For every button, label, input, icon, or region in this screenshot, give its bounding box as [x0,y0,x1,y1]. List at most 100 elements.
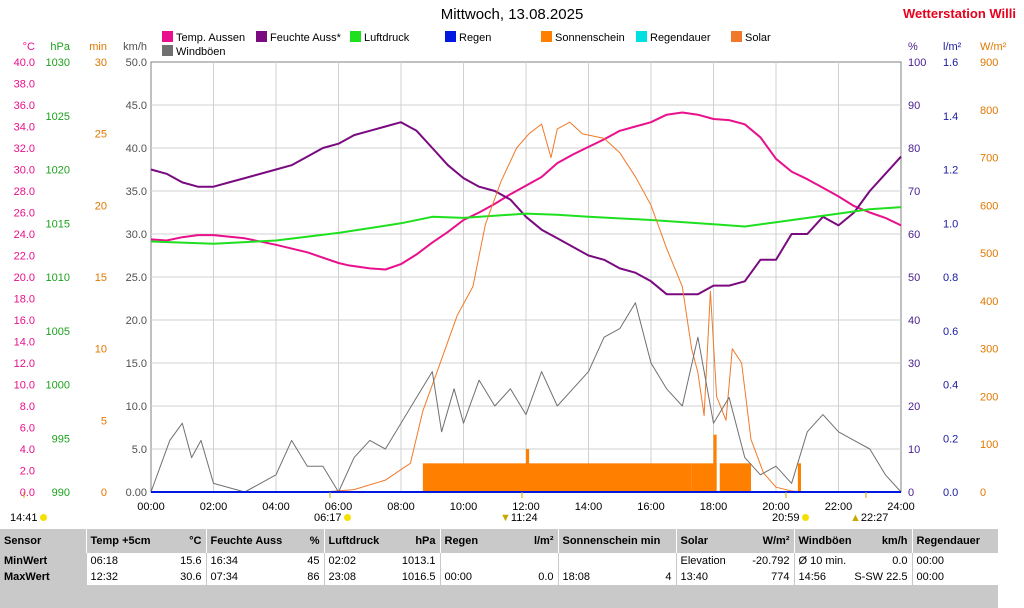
series-line-windb-en [150,302,902,493]
axis-tick-label: 20 [95,200,107,212]
table-row: MinWert 06:18 15.6 16:34 45 02:02 1013.1 El… [0,553,998,569]
cell-humidity-min: 16:34 45 [206,553,325,569]
sunshine-bar [719,463,751,492]
axis-tick-label: 0.4 [943,380,958,392]
axis-tick-label: 700 [980,153,998,165]
stats-header-gusts-label: Windböen [798,535,852,547]
series-line-luftdruck [150,206,902,245]
cell-solar-min: Elevation -20.792 [676,553,795,569]
axis-tick-label: 14.0 [14,337,35,349]
legend-swatch-sunshine [541,31,552,42]
marker-current-time: 14:41 [10,512,47,524]
cell-pressure-min: 02:02 1013.1 [324,553,441,569]
legend-swatch-pressure [350,31,361,42]
stats-header-rain-unit: l/m² [533,535,554,547]
legend-item-solar: Solar [731,31,771,44]
axis-tick-label: 15.0 [126,358,147,370]
legend-label-temp: Temp. Aussen [176,32,246,44]
axis-tick-label: 30.0 [126,229,147,241]
marker-moonrise-label: 22:27 [860,512,889,524]
cell-gusts-max-val: S-SW 22.5 [854,571,908,583]
stats-header-pressure: Luftdruck hPa [324,529,441,553]
axis-tick-label: 28.0 [14,186,35,198]
axis-tick-label: 24.0 [14,229,35,241]
axis-tick-label: 30 [95,57,107,69]
marker-moon-rise: ▲22:27 [850,512,888,524]
axis-unit-label: °C [23,41,35,53]
axis-tick-label: 600 [980,200,998,212]
x-tick-label: 24:00 [887,501,915,513]
axis-tick-label: 900 [980,57,998,69]
cell-solar-max-val: 774 [771,571,790,583]
row-label-max: MaxWert [0,569,87,585]
cell-temp-max: 12:32 30.6 [86,569,207,585]
legend-label-rain: Regen [459,32,492,44]
x-tick-label: 04:00 [262,501,290,513]
row-label-min: MinWert [0,553,87,569]
x-tick-label: 10:00 [450,501,478,513]
axis-unit-label: km/h [123,41,147,53]
axis-tick-label: 1.4 [943,111,958,123]
cell-gusts-min: Ø 10 min. 0.0 [794,553,913,569]
axis-tick-label: 1.6 [943,57,958,69]
axis-tick-label: 10.0 [14,380,35,392]
series-line-feuchte-auss [150,121,902,296]
stats-header-gusts: Windböen km/h [794,529,913,553]
axis-tick-label: 70 [908,186,920,198]
stats-header-solar: Solar W/m² [676,529,795,553]
axis-tick-label: 5.0 [132,444,147,456]
x-tick-label: 12:00 [512,501,540,513]
marker-sunset: 20:59 [772,512,809,524]
legend-item-rain: Regen [445,31,491,44]
axis-tick-label: 34.0 [14,122,35,134]
sunshine-bar [797,463,801,492]
cell-solar-max: 13:40 774 [676,569,795,585]
stats-header-row: Sensor Temp +5cm °C Feuchte Auss% Luftdru… [0,529,998,553]
axis-tick-label: 22.0 [14,251,35,263]
cell-gusts-max: 14:56 S-SW 22.5 [794,569,913,585]
stats-header-pressure-label: Luftdruck [328,535,380,547]
axis-tick-label: 10 [908,444,920,456]
axis-tick-label: 60 [908,229,920,241]
series-line-temp-aussen [150,111,902,271]
axis-tick-label: 12.0 [14,358,35,370]
axis-tick-label: 1000 [46,380,70,392]
series-line-solar [322,121,808,493]
sun-icon [343,514,351,521]
axis-tick-label: 0.00 [126,487,147,499]
axis-tick-label: 5 [101,415,107,427]
axis-tick-label: 35.0 [126,186,147,198]
cell-humidity-max: 07:34 86 [206,569,325,585]
sunshine-bar [422,463,692,492]
axis-unit-label: l/m² [943,41,962,53]
axis-tick-label: 1005 [46,326,70,338]
stats-table: Sensor Temp +5cm °C Feuchte Auss% Luftdru… [0,529,998,585]
stats-header-temp: Temp +5cm °C [86,529,207,553]
cell-temp-min-time: 06:18 [90,555,119,567]
stats-header-rain: Regen l/m² [440,529,559,553]
axis-tick-label: 26.0 [14,208,35,220]
arrow-up-icon: ▲ [850,512,861,524]
cell-solar-min-label: Elevation [680,555,726,567]
axis-tick-label: 38.0 [14,79,35,91]
stats-header-humidity-unit: % [309,535,320,547]
axis-unit-label: % [908,41,918,53]
stats-header-gusts-unit: km/h [881,535,908,547]
axis-tick-label: 0 [980,487,986,499]
axis-tick-label: 995 [52,433,70,445]
stats-header-temp-label: Temp +5cm [90,535,151,547]
stats-header-humidity: Feuchte Auss% [206,529,325,553]
x-tick-label: 22:00 [825,501,853,513]
legend-item-pressure: Luftdruck [350,31,409,44]
legend-swatch-solar [731,31,742,42]
cell-gusts-min-val: 0.0 [892,555,908,567]
axis-tick-label: 30 [908,358,920,370]
x-tick-label: 14:00 [575,501,603,513]
axis-tick-label: 500 [980,248,998,260]
axis-tick-label: 0 [101,487,107,499]
sunshine-bar [713,434,717,492]
cell-pressure-max-time: 23:08 [328,571,357,583]
axis-tick-label: 25 [95,129,107,141]
axis-tick-label: 18.0 [14,294,35,306]
legend-label-raintime: Regendauer [650,32,711,44]
